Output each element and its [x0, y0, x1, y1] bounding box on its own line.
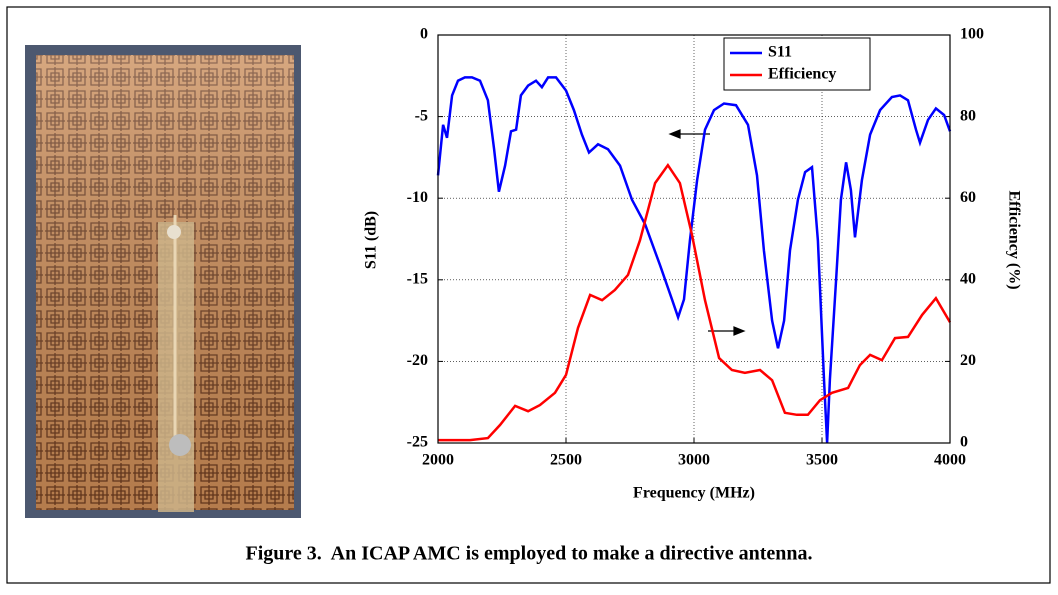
y2-tick-label: 20 [960, 352, 976, 369]
y2-tick-label: 60 [960, 189, 976, 206]
caption: Figure 3. An ICAP AMC is employed to mak… [245, 543, 812, 565]
y-axis-label: S11 (dB) [363, 211, 380, 269]
x-tick-label: 3000 [678, 452, 710, 469]
y2-axis-label: Efficiency (%) [1005, 190, 1022, 289]
y2-tick-label: 80 [960, 107, 976, 124]
x-tick-label: 2500 [550, 452, 582, 469]
y-tick-label: 0 [420, 26, 428, 43]
series-line [436, 76, 952, 444]
y-tick-label: -20 [407, 352, 428, 369]
figure-border [6, 6, 1051, 584]
legend-box [723, 37, 871, 91]
x-tick-label: 4000 [934, 452, 966, 469]
y2-tick-label: 0 [960, 434, 968, 451]
series-line [438, 163, 952, 442]
y2-tick-label: 100 [960, 26, 984, 43]
y-tick-label: -10 [407, 189, 428, 206]
x-tick-label: 3500 [806, 452, 838, 469]
antenna-photo [25, 45, 301, 518]
x-tick-label: 2000 [422, 452, 454, 469]
legend-label: Efficiency [768, 66, 836, 83]
y-tick-label: -15 [407, 270, 428, 287]
x-axis-label: Frequency (MHz) [633, 485, 755, 502]
plot-frame [437, 34, 951, 444]
legend-label: S11 [768, 44, 792, 61]
y-tick-label: -5 [415, 107, 428, 124]
y2-tick-label: 40 [960, 270, 976, 287]
y-tick-label: -25 [407, 434, 428, 451]
